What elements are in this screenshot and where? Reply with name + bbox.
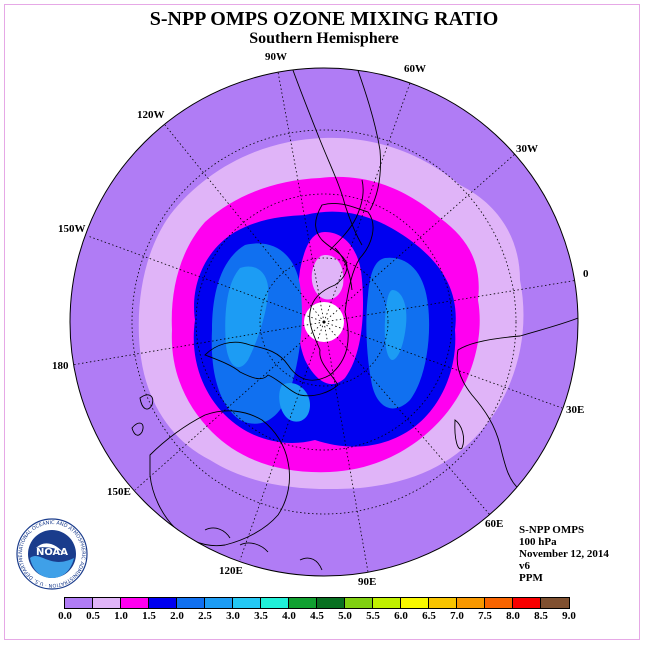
colorbar-tick-label: 1.0 xyxy=(114,610,128,622)
colorbar-swatch xyxy=(373,598,401,608)
colorbar-tick-label: 4.5 xyxy=(310,610,324,622)
new-zealand-coast xyxy=(131,394,154,436)
map-border xyxy=(69,67,579,577)
colorbar-tick-label: 2.0 xyxy=(170,610,184,622)
lon-label-120e: 120E xyxy=(219,565,243,577)
south-america-coast xyxy=(289,68,381,246)
colorbar-tick-label: 7.0 xyxy=(450,610,464,622)
colorbar-swatch xyxy=(485,598,513,608)
colorbar-swatch xyxy=(177,598,205,608)
colorbar-tick-label: 8.5 xyxy=(534,610,548,622)
colorbar-swatch xyxy=(205,598,233,608)
lon-label-60w: 60W xyxy=(404,63,426,75)
lon-label-0: 0 xyxy=(583,268,589,280)
colorbar-swatch xyxy=(261,598,289,608)
antarctic-peninsula xyxy=(329,179,364,291)
lon-label-150e: 150E xyxy=(107,486,131,498)
info-version: v6 xyxy=(519,560,530,572)
colorbar-swatch xyxy=(289,598,317,608)
colorbar-swatch xyxy=(149,598,177,608)
colorbar-swatch xyxy=(317,598,345,608)
lon-label-90e: 90E xyxy=(358,576,377,588)
field-2.5-bottom xyxy=(279,382,310,422)
colorbar-tick-label: 1.5 xyxy=(142,610,156,622)
lon-label-150w: 150W xyxy=(58,223,86,235)
colorbar-swatch xyxy=(121,598,149,608)
colorbar-tick-label: 9.0 xyxy=(562,610,576,622)
noaa-logo: NATIONAL OCEANIC AND ATMOSPHERIC ADMINIS… xyxy=(16,518,88,590)
madagascar-coast xyxy=(454,419,465,450)
colorbar-swatch xyxy=(233,598,261,608)
lon-label-60e: 60E xyxy=(485,518,504,530)
colorbar-swatch xyxy=(65,598,93,608)
colorbar-tick-label: 3.5 xyxy=(254,610,268,622)
info-level: 100 hPa xyxy=(519,536,557,548)
colorbar-tick-label: 6.5 xyxy=(422,610,436,622)
colorbar-swatch xyxy=(429,598,457,608)
info-date: November 12, 2014 xyxy=(519,548,609,560)
colorbar-tick-label: 8.0 xyxy=(506,610,520,622)
colorbar-swatch xyxy=(541,598,569,608)
logo-text: NOAA xyxy=(36,547,68,558)
colorbar xyxy=(64,597,570,609)
colorbar-swatch xyxy=(345,598,373,608)
africa-coast xyxy=(456,317,578,491)
field-0.5-inner xyxy=(311,255,344,300)
figure-frame xyxy=(4,4,640,640)
lon-label-30w: 30W xyxy=(516,143,538,155)
lon-label-120w: 120W xyxy=(137,109,165,121)
colorbar-tick-label: 7.5 xyxy=(478,610,492,622)
info-block: S-NPP OMPS 100 hPa November 12, 2014 v6 … xyxy=(519,524,609,584)
colorbar-swatch xyxy=(513,598,541,608)
map-title: S-NPP OMPS OZONE MIXING RATIO xyxy=(149,8,499,30)
colorbar-tick-label: 6.0 xyxy=(394,610,408,622)
lon-label-30e: 30E xyxy=(566,404,585,416)
info-units: PPM xyxy=(519,572,543,584)
pole-dot xyxy=(322,320,326,324)
lon-label-90w: 90W xyxy=(265,51,287,63)
colorbar-tick-label: 5.0 xyxy=(338,610,352,622)
colorbar-tick-label: 5.5 xyxy=(366,610,380,622)
lon-label-180: 180 xyxy=(52,360,69,372)
field-2.5-right xyxy=(384,290,407,360)
colorbar-swatch xyxy=(457,598,485,608)
graticule xyxy=(71,71,578,573)
map-subtitle: Southern Hemisphere xyxy=(249,30,399,47)
colorbar-tick-label: 3.0 xyxy=(226,610,240,622)
colorbar-tick-label: 0.5 xyxy=(86,610,100,622)
antarctica-coast xyxy=(204,202,374,397)
colorbar-swatch xyxy=(401,598,429,608)
colorbar-tick-label: 4.0 xyxy=(282,610,296,622)
info-instrument: S-NPP OMPS xyxy=(519,524,585,536)
colorbar-tick-label: 0.0 xyxy=(58,610,72,622)
islands-coast xyxy=(204,527,323,571)
colorbar-tick-label: 2.5 xyxy=(198,610,212,622)
colorbar-swatch xyxy=(93,598,121,608)
